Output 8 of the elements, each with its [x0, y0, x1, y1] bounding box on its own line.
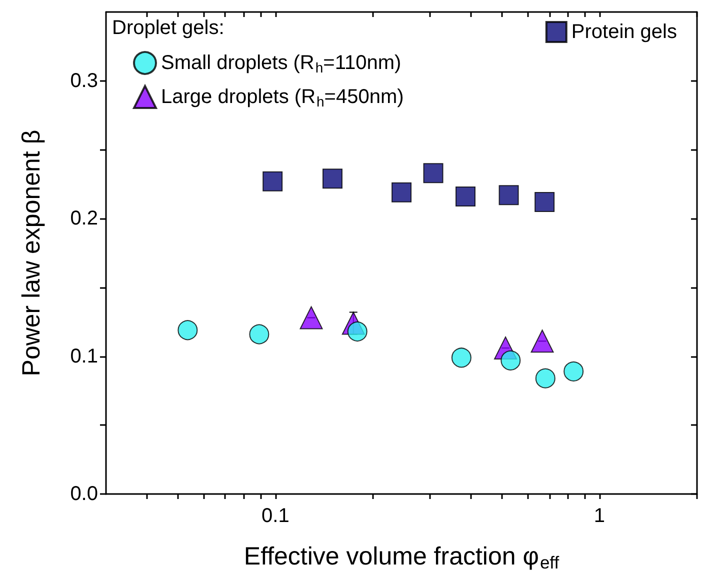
x-tick-label: 1: [594, 505, 606, 527]
y-axis-title: Power law exponent β: [18, 130, 46, 376]
legend-label: Protein gels: [571, 21, 678, 43]
y-tick-label: 0.0: [70, 483, 98, 505]
y-tick-label: 0.1: [70, 345, 98, 368]
legend-title: Droplet gels:: [112, 17, 224, 39]
y-tick-label: 0.3: [70, 70, 98, 92]
y-tick-label: 0.2: [70, 208, 98, 230]
